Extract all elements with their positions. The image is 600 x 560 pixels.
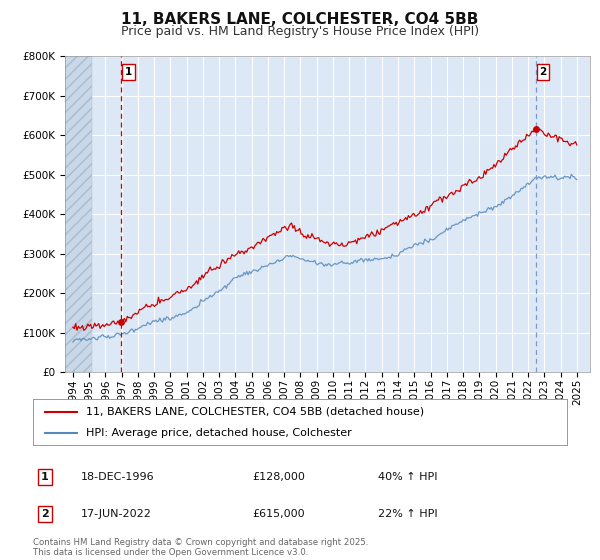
- Text: 17-JUN-2022: 17-JUN-2022: [81, 509, 152, 519]
- Text: 40% ↑ HPI: 40% ↑ HPI: [378, 472, 437, 482]
- Text: 2: 2: [539, 67, 547, 77]
- Text: £128,000: £128,000: [252, 472, 305, 482]
- Text: Contains HM Land Registry data © Crown copyright and database right 2025.
This d: Contains HM Land Registry data © Crown c…: [33, 538, 368, 557]
- Text: 22% ↑ HPI: 22% ↑ HPI: [378, 509, 437, 519]
- Text: 2: 2: [41, 509, 49, 519]
- Text: HPI: Average price, detached house, Colchester: HPI: Average price, detached house, Colc…: [86, 428, 352, 438]
- Text: 11, BAKERS LANE, COLCHESTER, CO4 5BB (detached house): 11, BAKERS LANE, COLCHESTER, CO4 5BB (de…: [86, 407, 425, 417]
- Text: 1: 1: [125, 67, 133, 77]
- Text: £615,000: £615,000: [252, 509, 305, 519]
- Text: Price paid vs. HM Land Registry's House Price Index (HPI): Price paid vs. HM Land Registry's House …: [121, 25, 479, 38]
- Text: 11, BAKERS LANE, COLCHESTER, CO4 5BB: 11, BAKERS LANE, COLCHESTER, CO4 5BB: [121, 12, 479, 27]
- Text: 18-DEC-1996: 18-DEC-1996: [81, 472, 155, 482]
- Text: 1: 1: [41, 472, 49, 482]
